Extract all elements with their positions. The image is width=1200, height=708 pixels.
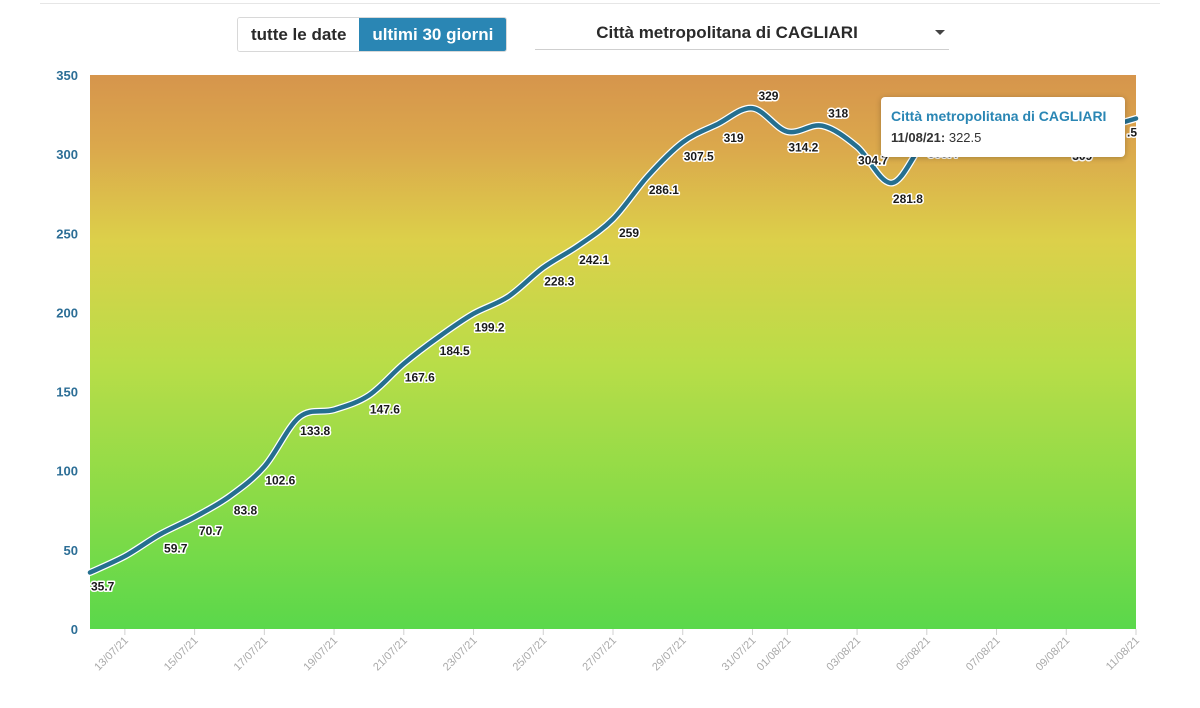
data-label: 83.8 — [234, 503, 258, 517]
x-tick-label: 09/08/21 — [1034, 635, 1073, 674]
y-tick-label: 250 — [56, 226, 78, 241]
last-30-days-button[interactable]: ultimi 30 giorni — [359, 18, 507, 51]
x-tick-label: 19/07/21 — [301, 635, 340, 674]
x-tick-label: 27/07/21 — [580, 635, 619, 674]
data-label: 184.5 — [440, 344, 470, 358]
x-axis: 13/07/21 15/07/21 17/07/21 19/07/21 21/07/21… — [92, 629, 1142, 673]
data-label: 307.5 — [684, 149, 714, 163]
data-label: 314.2 — [788, 141, 818, 155]
x-tick-label: 01/08/21 — [755, 635, 794, 674]
x-tick-label: 13/07/21 — [92, 635, 131, 674]
data-label: 199.2 — [475, 321, 505, 335]
tooltip-body: 11/08/21: 322.5 — [891, 130, 981, 145]
data-labels: 35.7 59.7 70.7 83.8 102.6 133.8 147.6 167.6 184.… — [90, 88, 1139, 595]
data-label: 259 — [619, 226, 639, 240]
data-label: 70.7 — [199, 524, 223, 538]
data-label: 281.8 — [893, 192, 923, 206]
y-tick-label: 150 — [56, 385, 78, 400]
y-axis: 0 50 100 150 200 250 300 350 — [56, 68, 78, 637]
x-tick-label: 29/07/21 — [650, 635, 689, 674]
x-tick-label: 23/07/21 — [441, 635, 480, 674]
date-range-toggle: tutte le date ultimi 30 giorni — [237, 17, 508, 52]
data-label: 59.7 — [164, 542, 188, 556]
x-tick-label: 11/08/21 — [1104, 635, 1142, 673]
data-label: 35.7 — [91, 579, 115, 593]
area-select-value: Città metropolitana di CAGLIARI — [596, 23, 858, 42]
x-tick-label: 05/08/21 — [894, 635, 933, 674]
x-tick-label: 21/07/21 — [371, 635, 410, 674]
x-tick-label: 17/07/21 — [232, 635, 271, 674]
data-label: 102.6 — [265, 474, 295, 488]
y-tick-label: 350 — [56, 68, 78, 83]
data-label: .5 — [1127, 126, 1137, 140]
data-label: 147.6 — [370, 402, 400, 416]
data-label: 286.1 — [649, 183, 679, 197]
tooltip-date: 11/08/21: — [891, 130, 946, 145]
data-label: 329 — [758, 89, 778, 103]
y-tick-label: 100 — [56, 464, 78, 479]
data-label: 319 — [724, 131, 744, 145]
data-label: 228.3 — [544, 275, 574, 289]
data-label: 133.8 — [300, 424, 330, 438]
y-tick-label: 200 — [56, 305, 78, 320]
tooltip-value: 322.5 — [948, 130, 982, 145]
data-label: 318 — [828, 107, 848, 121]
data-label: 242.1 — [579, 253, 609, 267]
x-tick-label: 31/07/21 — [720, 635, 759, 674]
data-label: 304.7 — [858, 154, 888, 168]
line-chart: 0 50 100 150 200 250 300 350 13/07/21 15/07/21 17… — [56, 68, 1142, 673]
x-tick-label: 07/08/21 — [964, 635, 1003, 674]
y-tick-label: 300 — [56, 147, 78, 162]
x-tick-label: 03/08/21 — [824, 635, 863, 674]
y-tick-label: 50 — [64, 543, 78, 558]
x-tick-label: 15/07/21 — [162, 635, 201, 674]
y-tick-label: 0 — [71, 622, 78, 637]
tooltip-title: Città metropolitana di CAGLIARI — [891, 108, 1107, 124]
top-divider — [40, 3, 1160, 4]
plot-background — [90, 75, 1136, 629]
chevron-down-icon — [935, 30, 945, 35]
x-tick-label: 25/07/21 — [511, 635, 550, 674]
data-label: 167.6 — [405, 371, 435, 385]
tooltip: Città metropolitana di CAGLIARI 11/08/21… — [881, 97, 1125, 157]
all-dates-button[interactable]: tutte le date — [238, 18, 360, 51]
area-select[interactable]: Città metropolitana di CAGLIARI — [535, 17, 949, 50]
